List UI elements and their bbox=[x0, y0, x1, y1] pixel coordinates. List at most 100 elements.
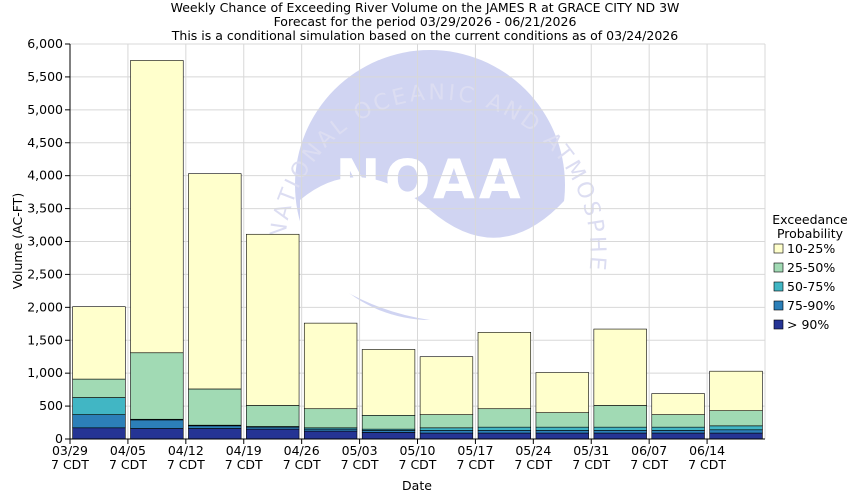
y-tick-label: 5,500 bbox=[27, 69, 63, 84]
bar-segment-10-25-04-05 bbox=[130, 60, 184, 354]
x-tick-date: 04/26 bbox=[284, 443, 320, 458]
y-tick-label: 2,500 bbox=[27, 266, 63, 281]
x-tick-zone: 7 CDT bbox=[514, 457, 552, 472]
chart-subtitle-forecast: Forecast for the period 03/29/2026 - 06/… bbox=[274, 14, 577, 29]
legend-title-line2: Probability bbox=[777, 226, 844, 241]
legend-swatch bbox=[773, 300, 784, 311]
bar-segment-10-25-06-14 bbox=[709, 370, 763, 411]
bar-segment-10-25-04-19 bbox=[246, 233, 300, 406]
bar-segment-50-75-05-17 bbox=[477, 426, 532, 431]
bar-segment-gt90-04-26 bbox=[303, 430, 358, 440]
bar-segment-25-50-03-29 bbox=[72, 378, 126, 398]
watermark-wave bbox=[300, 177, 565, 323]
bar-segment-50-75-05-31 bbox=[593, 426, 647, 431]
x-tick-zone: 7 CDT bbox=[572, 457, 610, 472]
bar-segment-25-50-04-19 bbox=[246, 405, 300, 427]
bar-segment-gt90-05-17 bbox=[477, 432, 532, 440]
y-tick-label: 4,500 bbox=[27, 135, 63, 150]
y-tick-label: 6,000 bbox=[27, 36, 63, 51]
bar-segment-gt90-04-19 bbox=[246, 428, 300, 440]
x-tick-date: 05/03 bbox=[342, 443, 378, 458]
bar-segment-25-50-04-12 bbox=[188, 388, 242, 426]
y-tick-label: 5,000 bbox=[27, 102, 63, 117]
y-ticks: 0 500 1,000 1,500 2,000 2,500 3,000 3,500 4,000 4… bbox=[27, 36, 70, 446]
x-tick-zone: 7 CDT bbox=[167, 457, 205, 472]
x-tick-date: 04/19 bbox=[226, 443, 262, 458]
grid bbox=[70, 43, 766, 439]
x-tick-date: 05/10 bbox=[399, 443, 435, 458]
bar-segment-gt90-04-12 bbox=[188, 428, 242, 440]
bar-segment-10-25-05-10 bbox=[419, 356, 474, 415]
x-tick-zone: 7 CDT bbox=[399, 457, 437, 472]
x-tick-date: 05/31 bbox=[573, 443, 609, 458]
legend-title-line1: Exceedance bbox=[772, 212, 848, 227]
bar-segment-10-25-04-12 bbox=[188, 173, 242, 390]
x-tick-zone: 7 CDT bbox=[51, 457, 89, 472]
bar-segment-gt90-05-03 bbox=[361, 432, 416, 440]
bar-segment-gt90-06-07 bbox=[651, 432, 705, 440]
x-tick-zone: 7 CDT bbox=[109, 457, 147, 472]
bar-segment-75-90-05-10 bbox=[419, 430, 474, 434]
y-tick-label: 500 bbox=[39, 398, 63, 413]
bar-segment-50-75-06-14 bbox=[709, 425, 763, 431]
bar-segment-10-25-05-24 bbox=[535, 372, 589, 413]
bar-segment-75-90-06-07 bbox=[651, 430, 705, 434]
x-tick-date: 03/29 bbox=[52, 443, 88, 458]
bar-segment-25-50-06-07 bbox=[651, 414, 705, 428]
bar-segment-50-75-03-29 bbox=[72, 397, 126, 415]
bar-segment-75-90-06-14 bbox=[709, 429, 763, 434]
legend-label: > 90% bbox=[787, 317, 829, 332]
legend-label: 75-90% bbox=[787, 298, 835, 313]
y-tick-label: 0 bbox=[55, 431, 63, 446]
bar-segment-gt90-05-10 bbox=[419, 432, 474, 440]
bar-segment-gt90-05-31 bbox=[593, 432, 647, 440]
watermark-logo-text: NOAA bbox=[335, 148, 524, 211]
legend-swatch bbox=[773, 262, 784, 273]
bar-segment-10-25-06-07 bbox=[651, 393, 705, 415]
bar-segment-50-75-05-24 bbox=[535, 426, 589, 431]
x-tick-date: 04/12 bbox=[168, 443, 204, 458]
bar-segment-10-25-05-17 bbox=[477, 332, 532, 410]
bar-segment-gt90-03-29 bbox=[72, 427, 126, 440]
x-axis-label: Date bbox=[402, 478, 432, 493]
y-tick-label: 3,000 bbox=[27, 234, 63, 249]
legend-label: 25-50% bbox=[787, 260, 835, 275]
bar-segment-gt90-06-14 bbox=[709, 432, 763, 440]
x-tick-date: 04/05 bbox=[110, 443, 146, 458]
bar-segment-50-75-05-10 bbox=[419, 427, 474, 431]
y-tick-label: 3,500 bbox=[27, 201, 63, 216]
x-tick-date: 06/07 bbox=[631, 443, 667, 458]
x-tick-zone: 7 CDT bbox=[456, 457, 494, 472]
legend-label: 50-75% bbox=[787, 279, 835, 294]
x-tick-zone: 7 CDT bbox=[225, 457, 263, 472]
bar-segment-25-50-05-17 bbox=[477, 408, 532, 428]
y-tick-label: 1,000 bbox=[27, 365, 63, 380]
x-tick-zone: 7 CDT bbox=[341, 457, 379, 472]
x-tick-zone: 7 CDT bbox=[630, 457, 668, 472]
legend-swatch bbox=[773, 281, 784, 292]
bar-segment-gt90-05-24 bbox=[535, 432, 589, 440]
chart-title: Weekly Chance of Exceeding River Volume … bbox=[171, 0, 680, 15]
legend-swatch bbox=[773, 243, 784, 254]
bar-segment-10-25-04-26 bbox=[303, 322, 358, 410]
y-tick-label: 4,000 bbox=[27, 168, 63, 183]
legend-items: 10-25% 25-50% 50-75% 75-90% > 90% bbox=[773, 241, 835, 332]
y-tick-label: 2,000 bbox=[27, 299, 63, 314]
x-tick-date: 05/17 bbox=[457, 443, 493, 458]
legend-label: 10-25% bbox=[787, 241, 835, 256]
bar-segment-10-25-05-03 bbox=[361, 349, 416, 416]
bar-segment-75-90-05-17 bbox=[477, 430, 532, 434]
x-tick-zone: 7 CDT bbox=[283, 457, 321, 472]
y-tick-label: 1,500 bbox=[27, 332, 63, 347]
bar-segment-10-25-03-29 bbox=[72, 306, 126, 380]
bar-segment-25-50-05-24 bbox=[535, 412, 589, 428]
x-tick-date: 05/24 bbox=[515, 443, 551, 458]
bar-segment-25-50-05-10 bbox=[419, 414, 474, 429]
legend-swatch bbox=[773, 319, 784, 330]
bar-segment-50-75-06-07 bbox=[651, 426, 705, 431]
bar-segment-25-50-04-05 bbox=[130, 352, 184, 420]
legend: Exceedance Probability 10-25% 25-50% 50-75… bbox=[772, 212, 848, 332]
x-tick-zone: 7 CDT bbox=[688, 457, 726, 472]
